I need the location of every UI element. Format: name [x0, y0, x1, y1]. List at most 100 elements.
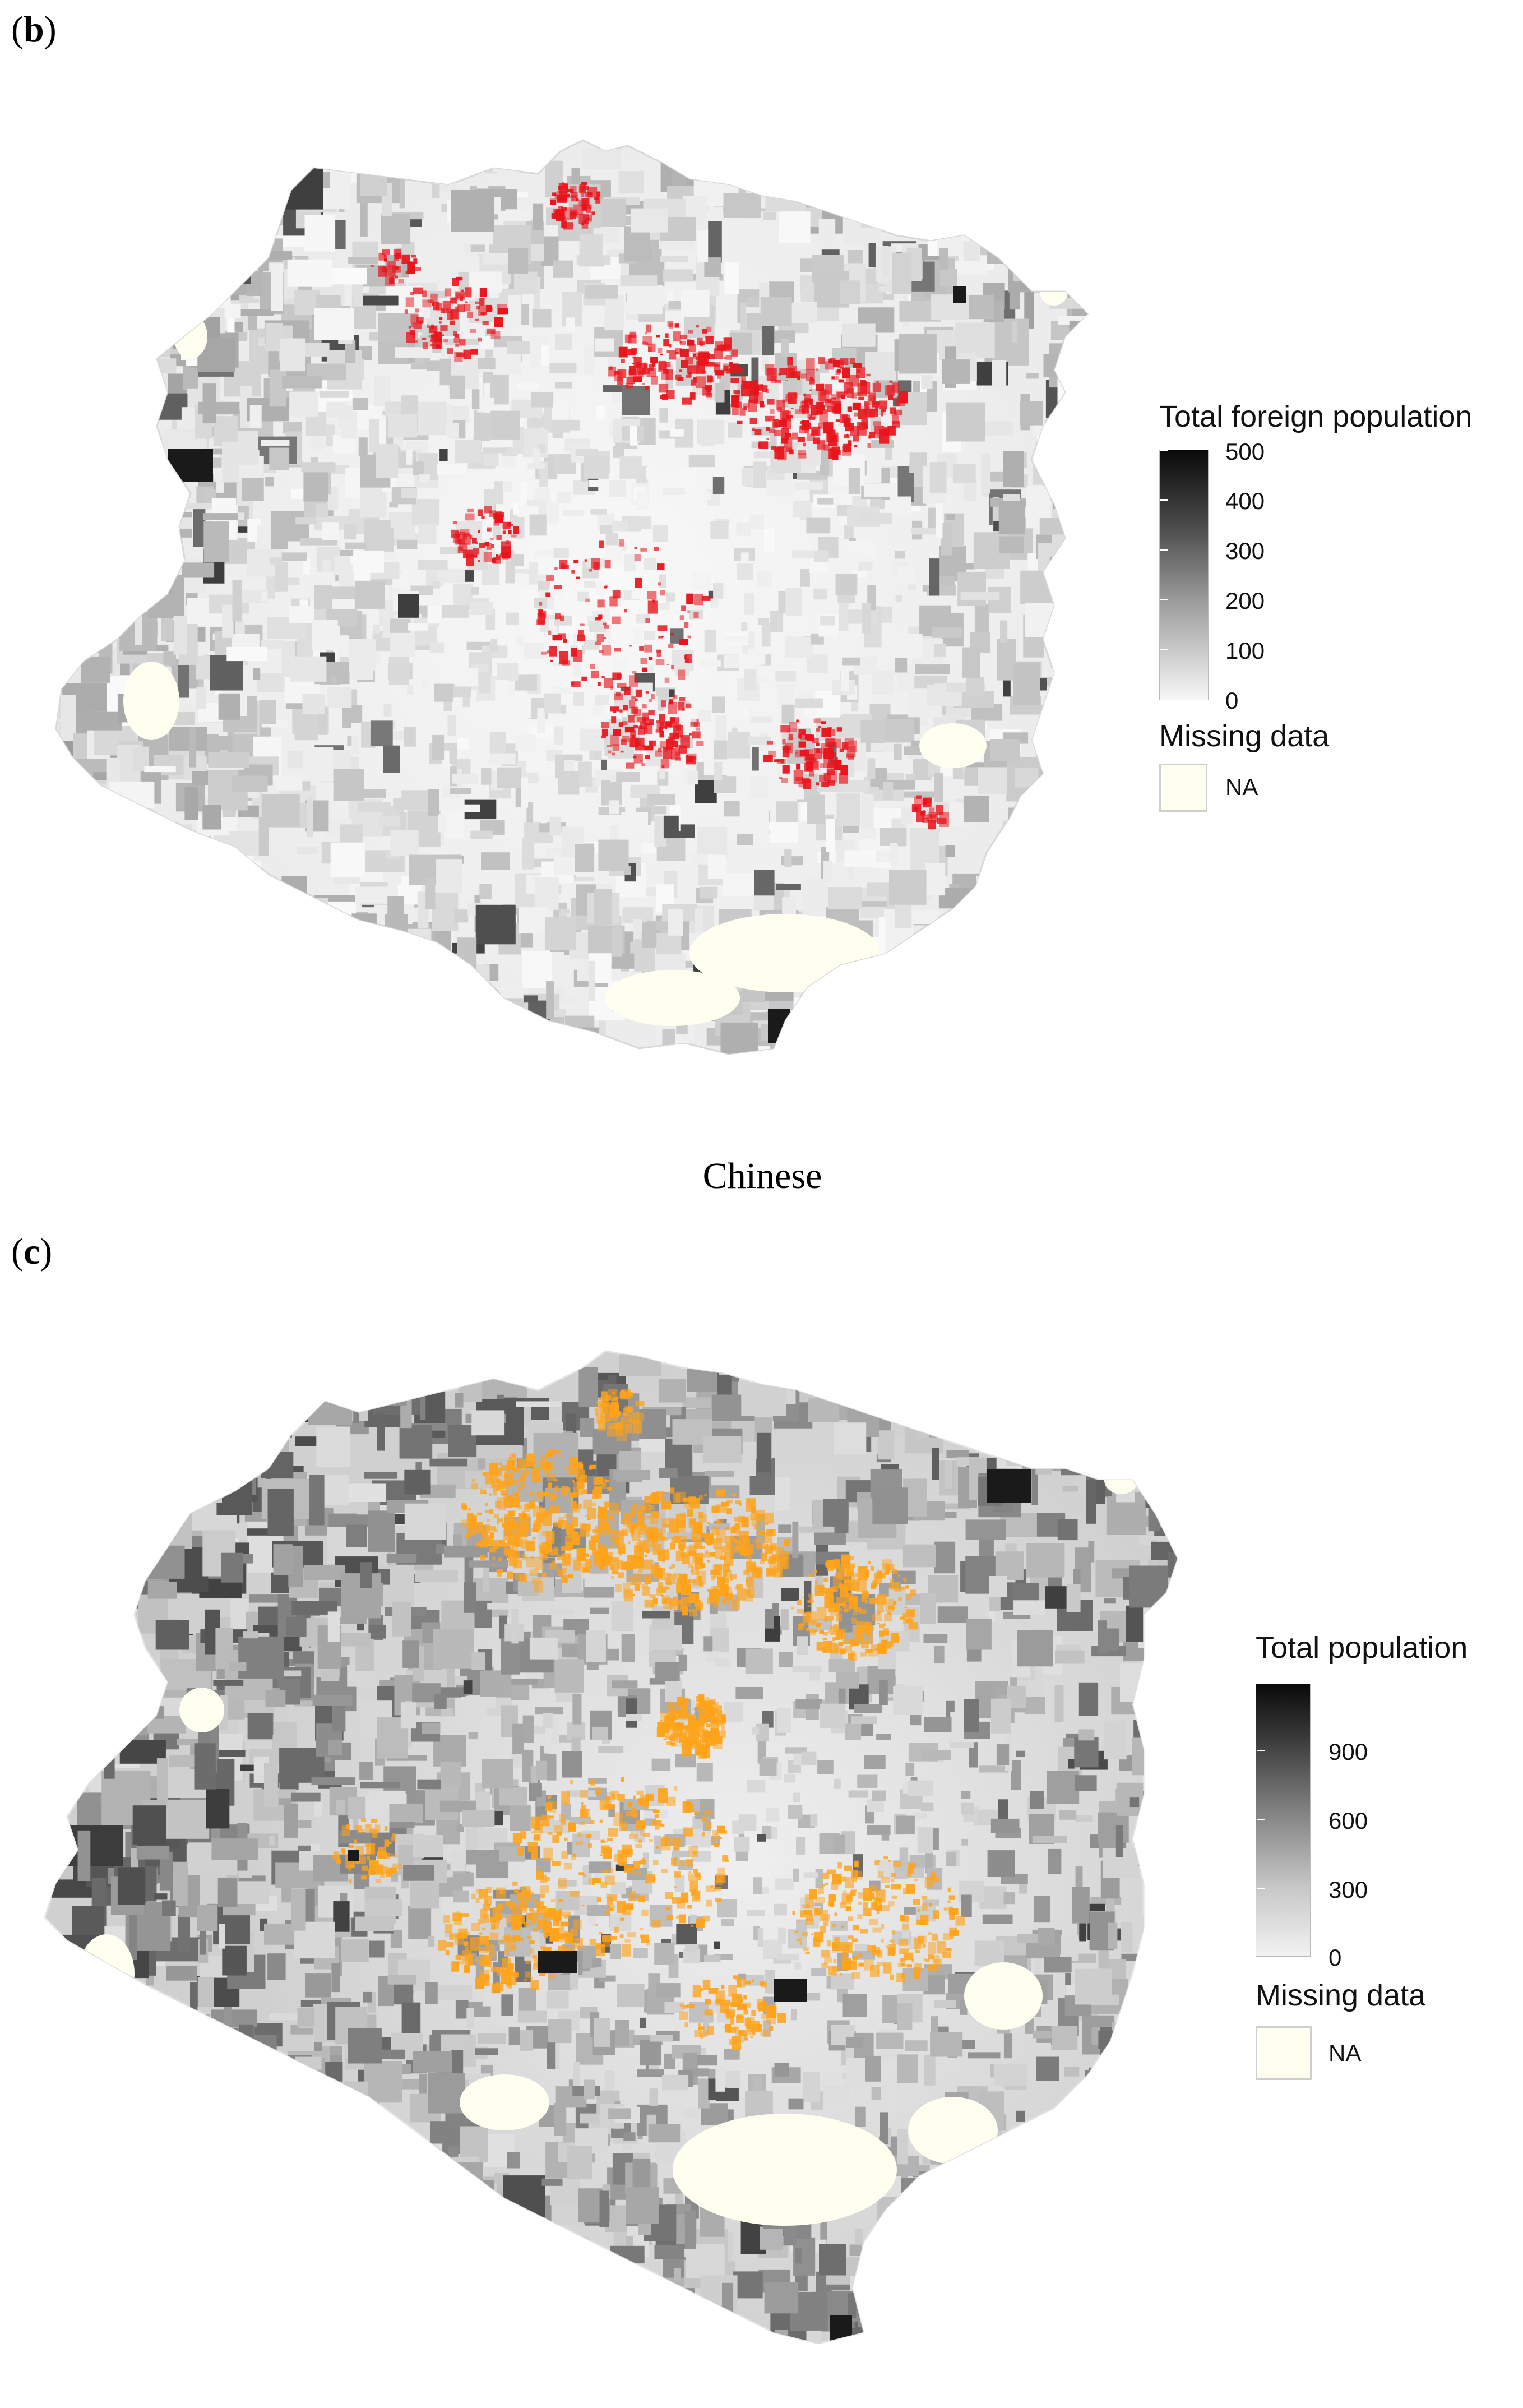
census-block — [138, 1463, 187, 1506]
census-block — [980, 453, 990, 494]
highlight-cell — [798, 729, 806, 736]
highlight-cell — [398, 279, 404, 284]
census-block — [1066, 207, 1074, 244]
census-block — [1062, 865, 1078, 892]
census-block — [177, 2101, 214, 2133]
census-block — [447, 715, 456, 736]
census-block — [589, 1038, 604, 1054]
census-block — [714, 761, 723, 780]
census-block — [1153, 1942, 1177, 1982]
census-block — [960, 212, 969, 226]
census-block — [1116, 1397, 1131, 1432]
census-block — [990, 2332, 1030, 2344]
census-block — [271, 263, 283, 311]
census-block — [260, 700, 276, 724]
highlight-cell — [809, 377, 813, 380]
census-block — [663, 269, 693, 282]
census-block — [1177, 2201, 1219, 2212]
census-block — [934, 1541, 956, 1574]
census-block — [1070, 552, 1087, 595]
census-block — [1094, 2252, 1135, 2297]
census-block — [1037, 257, 1057, 288]
highlight-cell — [451, 299, 457, 304]
census-block — [823, 861, 832, 882]
census-block — [522, 1050, 551, 1054]
highlight-cell — [836, 368, 841, 374]
highlight-cell — [749, 418, 757, 424]
census-block — [1092, 544, 1119, 584]
census-block — [1038, 861, 1071, 888]
census-block — [98, 529, 123, 572]
census-block — [429, 2229, 469, 2251]
census-block — [817, 498, 834, 505]
census-block — [1166, 1496, 1177, 1523]
census-block — [340, 2263, 384, 2305]
census-block — [189, 2150, 224, 2185]
census-block — [1087, 1055, 1121, 1068]
census-block — [67, 240, 89, 278]
census-block — [757, 1928, 764, 1947]
census-block — [964, 795, 989, 822]
census-block — [1029, 1791, 1044, 1809]
highlight-cell — [479, 543, 485, 548]
census-block — [364, 789, 386, 798]
census-block — [1023, 995, 1048, 1011]
census-block — [225, 2289, 241, 2313]
census-block — [584, 2291, 621, 2334]
highlight-cell — [669, 344, 672, 348]
census-block — [790, 152, 832, 175]
census-block — [882, 246, 890, 277]
census-block — [254, 914, 279, 927]
census-block — [1093, 928, 1138, 940]
highlight-cell — [669, 699, 673, 705]
highlight-cell — [408, 325, 411, 329]
highlight-cell — [470, 349, 478, 355]
census-block — [112, 1442, 166, 1454]
census-block — [58, 2278, 108, 2315]
census-block — [754, 451, 774, 459]
census-block — [356, 2304, 378, 2335]
census-block — [960, 917, 1004, 945]
census-block — [892, 2307, 910, 2344]
highlight-cell — [599, 540, 604, 548]
census-block — [99, 334, 145, 367]
census-block — [147, 575, 184, 618]
census-block — [159, 520, 169, 564]
census-block — [1039, 991, 1087, 1029]
highlight-cell — [770, 409, 775, 414]
census-block — [103, 449, 125, 490]
census-block — [1071, 753, 1087, 784]
census-block — [191, 2177, 245, 2196]
census-block — [557, 1043, 601, 1054]
census-block — [101, 905, 129, 947]
census-block — [978, 767, 1007, 794]
census-block — [837, 183, 845, 204]
highlight-cell — [457, 304, 465, 312]
census-block — [910, 958, 957, 964]
highlight-cell — [442, 301, 451, 313]
census-block — [285, 2057, 297, 2082]
highlight-cell — [696, 741, 704, 746]
census-block — [1005, 893, 1037, 917]
census-block — [981, 913, 1022, 942]
census-block — [73, 950, 129, 976]
census-block — [508, 248, 529, 274]
census-block — [62, 1471, 88, 1513]
census-block — [1008, 2157, 1050, 2176]
census-block — [211, 2183, 224, 2230]
census-block — [58, 164, 98, 172]
census-block — [441, 256, 480, 272]
highlight-cell — [576, 576, 580, 579]
census-block — [204, 2334, 239, 2344]
census-block — [839, 280, 860, 304]
census-block — [151, 883, 158, 899]
census-block — [164, 233, 177, 253]
census-block — [489, 732, 506, 757]
highlight-cell — [885, 385, 893, 396]
census-block — [1108, 2193, 1142, 2229]
highlight-cell — [706, 388, 712, 393]
census-block — [549, 363, 577, 373]
census-block — [683, 2108, 699, 2119]
census-block — [174, 981, 228, 997]
census-block — [960, 592, 1000, 600]
